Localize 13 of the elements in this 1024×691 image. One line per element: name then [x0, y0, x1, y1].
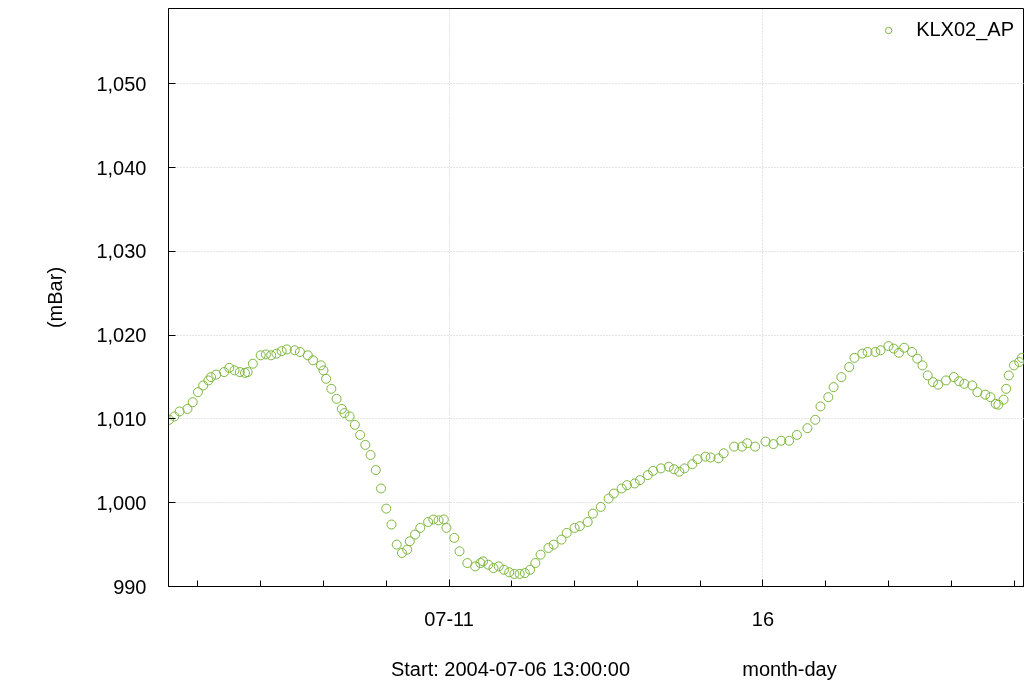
y-tick-label: 1,000: [96, 491, 147, 514]
x-tick-label: 16: [751, 607, 775, 630]
x-axis-title: month-day: [742, 657, 837, 680]
y-tick-label: 1,040: [96, 156, 147, 179]
text: Start: 2004-07-06 13:00:00: [390, 657, 631, 680]
y-tick-label: 1,030: [96, 240, 147, 263]
y-tick-label: 1,010: [96, 407, 147, 430]
y-tick-label: 990: [113, 575, 147, 598]
y-tick-label: 1,020: [96, 324, 147, 347]
y-tick-label: 1,050: [96, 72, 147, 95]
x-tick-label: 07-11: [424, 607, 474, 630]
legend-label: KLX02_AP: [916, 18, 1014, 41]
y-axis-title: (mBar): [44, 266, 67, 329]
